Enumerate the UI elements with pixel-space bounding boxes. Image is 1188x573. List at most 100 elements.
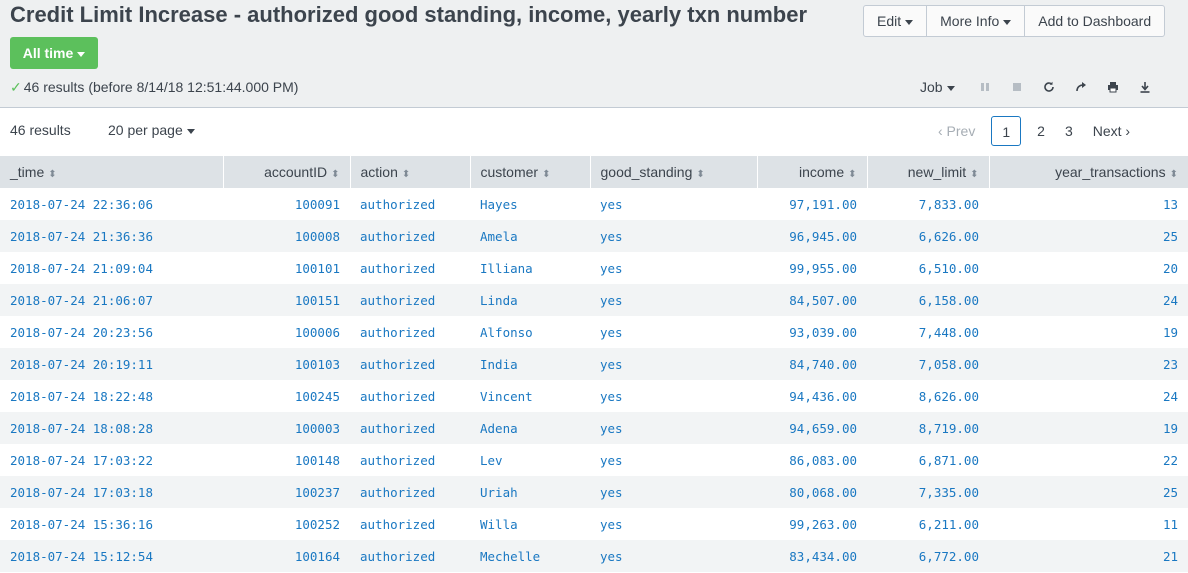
accountid-cell[interactable]: 100101 — [223, 252, 350, 284]
new-limit-cell[interactable]: 6,626.00 — [867, 220, 989, 252]
good-standing-cell[interactable]: yes — [590, 284, 757, 316]
time-cell[interactable]: 2018-07-24 21:06:07 — [0, 284, 223, 316]
new-limit-cell[interactable]: 6,211.00 — [867, 508, 989, 540]
good-standing-cell[interactable]: yes — [590, 348, 757, 380]
per-page-selector[interactable]: 20 per page — [108, 122, 195, 138]
column-header-customer[interactable]: customer ⬍ — [469, 156, 590, 188]
year-transactions-cell[interactable]: 25 — [989, 476, 1188, 508]
good-standing-cell[interactable]: yes — [590, 476, 757, 508]
income-cell[interactable]: 93,039.00 — [757, 316, 867, 348]
year-transactions-cell[interactable]: 13 — [989, 188, 1188, 220]
year-transactions-cell[interactable]: 23 — [989, 348, 1188, 380]
good-standing-cell[interactable]: yes — [590, 444, 757, 476]
column-header-time[interactable]: _time ⬍ — [0, 156, 223, 188]
time-cell[interactable]: 2018-07-24 15:36:16 — [0, 508, 223, 540]
time-cell[interactable]: 2018-07-24 20:19:11 — [0, 348, 223, 380]
good-standing-cell[interactable]: yes — [590, 316, 757, 348]
action-cell[interactable]: authorized — [350, 444, 470, 476]
action-cell[interactable]: authorized — [350, 348, 470, 380]
customer-cell[interactable]: Lev — [470, 444, 590, 476]
new-limit-cell[interactable]: 6,871.00 — [867, 444, 989, 476]
income-cell[interactable]: 96,945.00 — [757, 220, 867, 252]
page-button-1[interactable]: 1 — [991, 116, 1022, 146]
accountid-cell[interactable]: 100003 — [223, 412, 350, 444]
good-standing-cell[interactable]: yes — [590, 188, 757, 220]
new-limit-cell[interactable]: 8,626.00 — [867, 380, 989, 412]
customer-cell[interactable]: Vincent — [470, 380, 590, 412]
customer-cell[interactable]: Hayes — [470, 188, 590, 220]
accountid-cell[interactable]: 100237 — [223, 476, 350, 508]
refresh-icon[interactable] — [1039, 77, 1059, 97]
year-transactions-cell[interactable]: 21 — [989, 540, 1188, 572]
add-to-dashboard-button[interactable]: Add to Dashboard — [1024, 6, 1164, 36]
accountid-cell[interactable]: 100151 — [223, 284, 350, 316]
time-cell[interactable]: 2018-07-24 17:03:22 — [0, 444, 223, 476]
customer-cell[interactable]: Mechelle — [470, 540, 590, 572]
new-limit-cell[interactable]: 6,510.00 — [867, 252, 989, 284]
good-standing-cell[interactable]: yes — [590, 412, 757, 444]
export-icon[interactable] — [1135, 77, 1155, 97]
column-header-year-transactions[interactable]: year_transactions ⬍ — [988, 156, 1188, 188]
year-transactions-cell[interactable]: 24 — [989, 284, 1188, 316]
action-cell[interactable]: authorized — [350, 380, 470, 412]
new-limit-cell[interactable]: 8,719.00 — [867, 412, 989, 444]
share-icon[interactable] — [1071, 77, 1091, 97]
year-transactions-cell[interactable]: 22 — [989, 444, 1188, 476]
new-limit-cell[interactable]: 7,448.00 — [867, 316, 989, 348]
customer-cell[interactable]: Uriah — [470, 476, 590, 508]
edit-button[interactable]: Edit — [864, 6, 926, 36]
action-cell[interactable]: authorized — [350, 316, 470, 348]
action-cell[interactable]: authorized — [350, 220, 470, 252]
action-cell[interactable]: authorized — [350, 476, 470, 508]
time-cell[interactable]: 2018-07-24 15:12:54 — [0, 540, 223, 572]
good-standing-cell[interactable]: yes — [590, 540, 757, 572]
page-button-3[interactable]: 3 — [1064, 123, 1073, 139]
action-cell[interactable]: authorized — [350, 412, 470, 444]
time-cell[interactable]: 2018-07-24 18:08:28 — [0, 412, 223, 444]
income-cell[interactable]: 99,263.00 — [757, 508, 867, 540]
income-cell[interactable]: 97,191.00 — [757, 188, 867, 220]
accountid-cell[interactable]: 100006 — [223, 316, 350, 348]
pause-icon[interactable] — [975, 77, 995, 97]
customer-cell[interactable]: India — [470, 348, 590, 380]
accountid-cell[interactable]: 100008 — [223, 220, 350, 252]
column-header-accountid[interactable]: accountID ⬍ — [222, 156, 350, 188]
action-cell[interactable]: authorized — [350, 508, 470, 540]
page-button-2[interactable]: 2 — [1037, 123, 1045, 139]
action-cell[interactable]: authorized — [350, 540, 470, 572]
time-cell[interactable]: 2018-07-24 21:09:04 — [0, 252, 223, 284]
customer-cell[interactable]: Adena — [470, 412, 590, 444]
income-cell[interactable]: 84,740.00 — [757, 348, 867, 380]
column-header-action[interactable]: action ⬍ — [349, 156, 470, 188]
next-page-button[interactable]: Next › — [1092, 123, 1131, 139]
good-standing-cell[interactable]: yes — [590, 220, 757, 252]
good-standing-cell[interactable]: yes — [590, 508, 757, 540]
column-header-good-standing[interactable]: good_standing ⬍ — [589, 156, 757, 188]
print-icon[interactable] — [1103, 77, 1123, 97]
column-header-income[interactable]: income ⬍ — [756, 156, 867, 188]
customer-cell[interactable]: Amela — [470, 220, 590, 252]
accountid-cell[interactable]: 100252 — [223, 508, 350, 540]
action-cell[interactable]: authorized — [350, 188, 470, 220]
time-range-picker[interactable]: All time — [10, 37, 98, 69]
new-limit-cell[interactable]: 7,058.00 — [867, 348, 989, 380]
time-cell[interactable]: 2018-07-24 22:36:06 — [0, 188, 223, 220]
customer-cell[interactable]: Linda — [470, 284, 590, 316]
income-cell[interactable]: 84,507.00 — [757, 284, 867, 316]
year-transactions-cell[interactable]: 20 — [989, 252, 1188, 284]
customer-cell[interactable]: Illiana — [470, 252, 590, 284]
accountid-cell[interactable]: 100091 — [223, 188, 350, 220]
income-cell[interactable]: 94,436.00 — [757, 380, 867, 412]
year-transactions-cell[interactable]: 24 — [989, 380, 1188, 412]
job-menu[interactable]: Job — [920, 79, 955, 95]
action-cell[interactable]: authorized — [350, 284, 470, 316]
time-cell[interactable]: 2018-07-24 18:22:48 — [0, 380, 223, 412]
income-cell[interactable]: 83,434.00 — [757, 540, 867, 572]
year-transactions-cell[interactable]: 25 — [989, 220, 1188, 252]
action-cell[interactable]: authorized — [350, 252, 470, 284]
new-limit-cell[interactable]: 7,833.00 — [867, 188, 989, 220]
more-info-button[interactable]: More Info — [926, 6, 1024, 36]
good-standing-cell[interactable]: yes — [590, 380, 757, 412]
column-header-new-limit[interactable]: new_limit ⬍ — [866, 156, 989, 188]
prev-page-button[interactable]: ‹ Prev — [938, 123, 976, 139]
